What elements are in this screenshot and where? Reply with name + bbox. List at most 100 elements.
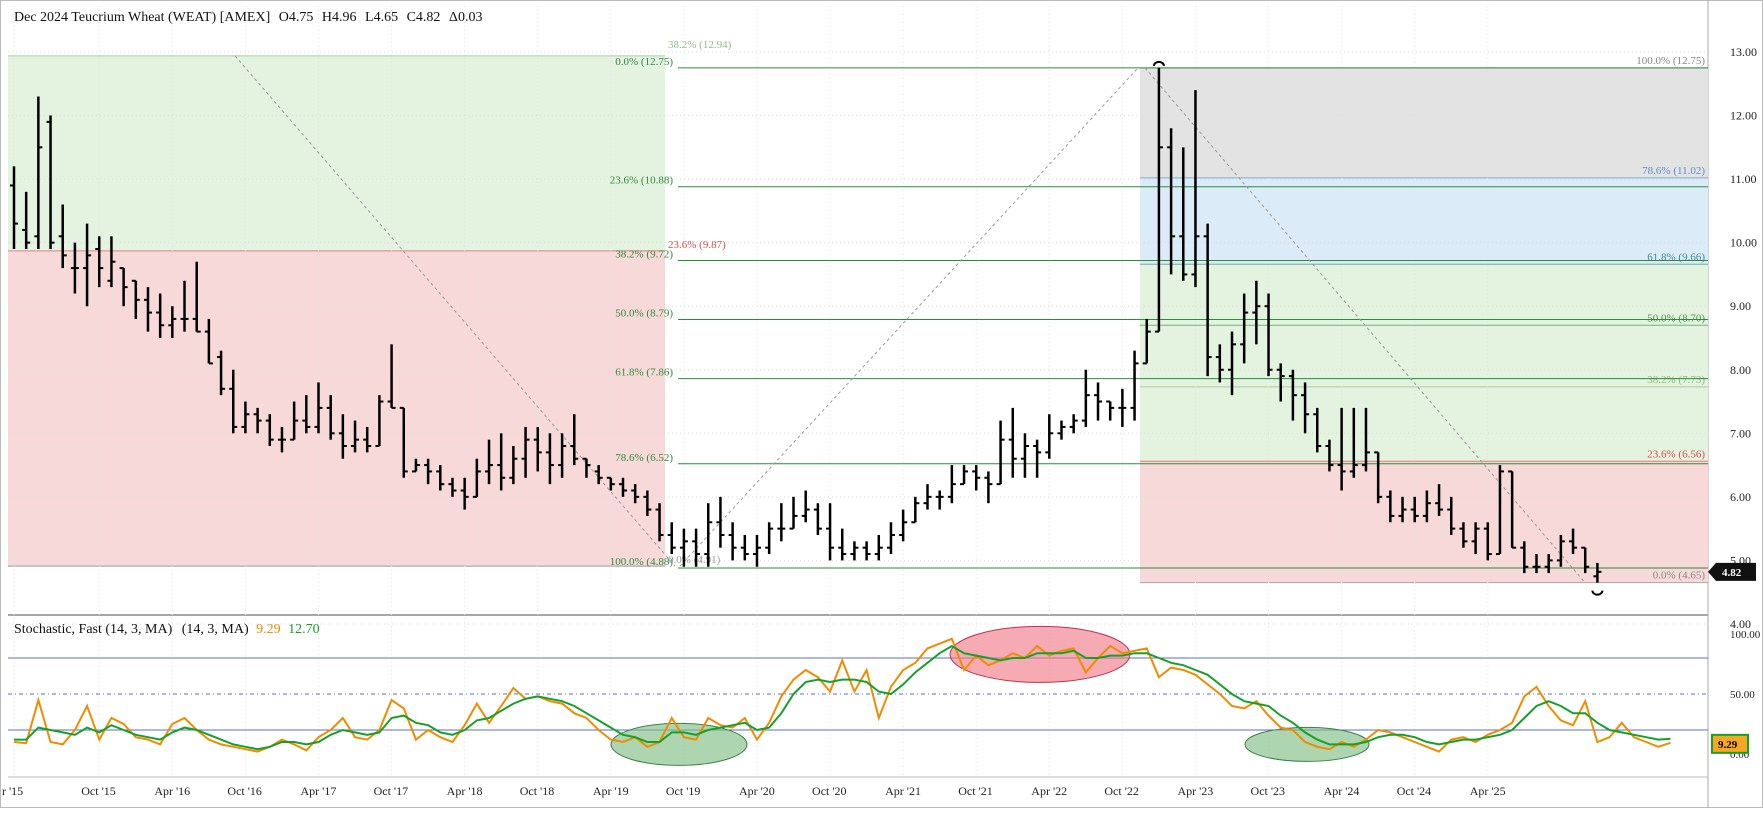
change-value: 0.03 — [457, 10, 483, 25]
price-tick-7: 6.00 — [1730, 490, 1751, 504]
ohlc-bar-100 — [1228, 331, 1236, 396]
low-value: 4.65 — [373, 10, 399, 25]
ohlc-bar-124 — [1520, 541, 1529, 574]
time-tick-6: Apr '18 — [447, 784, 483, 798]
ohlc-bar-73 — [899, 509, 908, 542]
ohlc-bar-99 — [1215, 344, 1224, 383]
ohlc-bar-93 — [1142, 318, 1151, 365]
time-tick-4: Apr '17 — [301, 784, 337, 798]
ohlc-bar-121 — [1483, 522, 1492, 561]
price-tick-3: 10.00 — [1730, 236, 1757, 250]
trendline-2 — [679, 67, 1139, 567]
fib-right-label-0: 100.0% (12.75) — [1636, 55, 1705, 67]
fib-left-label-3: 50.0% (8.79) — [615, 308, 673, 320]
ohlc-bar-25 — [314, 382, 323, 434]
ohlc-bar-118 — [1447, 496, 1456, 535]
ohlc-bar-130 — [1593, 562, 1602, 583]
ohlc-bar-67 — [826, 503, 835, 561]
oscillator-header: Stochastic, Fast (14, 3, MA) (14, 3, MA)… — [14, 622, 320, 638]
ohlc-bar-34 — [424, 458, 433, 485]
ohlc-bar-78 — [960, 465, 969, 486]
time-tick-8: Apr '19 — [593, 784, 629, 798]
price-tick-2: 11.00 — [1730, 172, 1757, 186]
ohlc-bar-96 — [1179, 147, 1188, 281]
ohlc-bar-4 — [58, 204, 67, 269]
ohlc-bar-120 — [1471, 522, 1480, 555]
ohlc-bar-26 — [326, 395, 335, 440]
ohlc-bar-31 — [387, 344, 396, 409]
fib-right-label-6: 0.0% (4.65) — [1653, 570, 1706, 582]
time-tick-19: Oct '24 — [1397, 784, 1432, 798]
fib-right-label-3: 50.0% (8.70) — [1647, 312, 1705, 324]
ohlc-bar-41 — [509, 446, 518, 485]
fib-left-label-2: 38.2% (9.72) — [615, 248, 673, 260]
fib-right-label-1: 78.6% (11.02) — [1642, 165, 1705, 177]
ohlc-bar-75 — [923, 484, 932, 510]
ohlc-bar-29 — [363, 426, 372, 453]
time-tick-16: Apr '23 — [1177, 784, 1213, 798]
price-tick-4: 9.00 — [1730, 299, 1751, 313]
time-tick-17: Oct '23 — [1251, 784, 1286, 798]
ohlc-bar-50 — [619, 477, 627, 497]
ohlc-bar-87 — [1069, 414, 1078, 434]
fib-left-label-0: 0.0% (12.75) — [615, 56, 673, 68]
ohlc-bar-119 — [1459, 522, 1468, 548]
time-tick-20: Apr '25 — [1470, 784, 1506, 798]
ohlc-bar-35 — [436, 465, 445, 491]
price-tick-6: 7.00 — [1730, 426, 1751, 440]
ohlc-bar-110 — [1349, 407, 1358, 478]
ohlc-bar-125 — [1532, 554, 1541, 574]
ohlc-bar-44 — [545, 433, 554, 485]
ohlc-bar-38 — [472, 458, 481, 498]
ohlc-bar-46 — [570, 414, 579, 466]
ohlc-bar-32 — [399, 406, 408, 478]
ohlc-bar-69 — [850, 541, 859, 561]
ohlc-bar-62 — [765, 522, 774, 555]
ohlc-bar-71 — [874, 534, 883, 561]
time-tick-1: Oct '15 — [81, 784, 116, 798]
ohlc-bar-64 — [789, 496, 798, 530]
ohlc-bar-8 — [107, 236, 116, 288]
time-tick-7: Oct '18 — [520, 784, 555, 798]
ohlc-bar-63 — [777, 503, 786, 542]
ohlc-bar-89 — [1094, 382, 1103, 421]
ohlc-bar-112 — [1374, 451, 1383, 504]
ohlc-bar-30 — [375, 395, 384, 448]
ohlc-bar-83 — [1020, 433, 1029, 478]
ohlc-bar-3 — [46, 115, 55, 250]
ohlc-bar-70 — [862, 541, 871, 561]
ohlc-bar-103 — [1264, 293, 1273, 377]
ohlc-bar-20 — [253, 407, 262, 434]
ohlc-bar-24 — [302, 395, 311, 434]
time-tick-14: Apr '22 — [1031, 784, 1067, 798]
ohlc-bar-53 — [655, 503, 664, 542]
ohlc-bar-1 — [22, 191, 31, 250]
ohlc-bar-37 — [460, 477, 469, 510]
fib-left-label-1: 23.6% (10.88) — [610, 175, 674, 187]
ohlc-bar-59 — [728, 522, 737, 561]
time-tick-18: Apr '24 — [1324, 784, 1360, 798]
ohlc-bar-84 — [1033, 439, 1042, 478]
time-tick-2: Apr '16 — [154, 784, 190, 798]
ohlc-bar-114 — [1398, 496, 1407, 523]
ohlc-bar-109 — [1337, 407, 1346, 491]
ohlc-bar-14 — [180, 280, 189, 332]
ohlc-bar-28 — [351, 420, 360, 453]
ohlc-bar-101 — [1240, 293, 1249, 364]
fib-right-label-5: 23.6% (6.56) — [1647, 448, 1705, 460]
close-label: C — [406, 10, 416, 25]
ohlc-bar-102 — [1252, 280, 1261, 345]
ohlc-bar-56 — [692, 528, 701, 567]
ohlc-bar-76 — [935, 490, 944, 510]
ohlc-bar-57 — [704, 503, 713, 567]
ohlc-bar-95 — [1167, 128, 1176, 275]
ohlc-bar-117 — [1435, 484, 1444, 516]
ohlc-bar-40 — [497, 433, 506, 491]
fib-right-label-2: 61.8% (9.66) — [1647, 251, 1705, 263]
zone-green-left — [8, 55, 665, 251]
ohlc-bar-98 — [1203, 223, 1212, 377]
ohlc-bar-42 — [521, 426, 530, 478]
osc-tick-1: 50.00 — [1730, 689, 1755, 701]
price-header: Dec 2024 Teucrium Wheat (WEAT) [AMEX] O4… — [14, 10, 482, 26]
